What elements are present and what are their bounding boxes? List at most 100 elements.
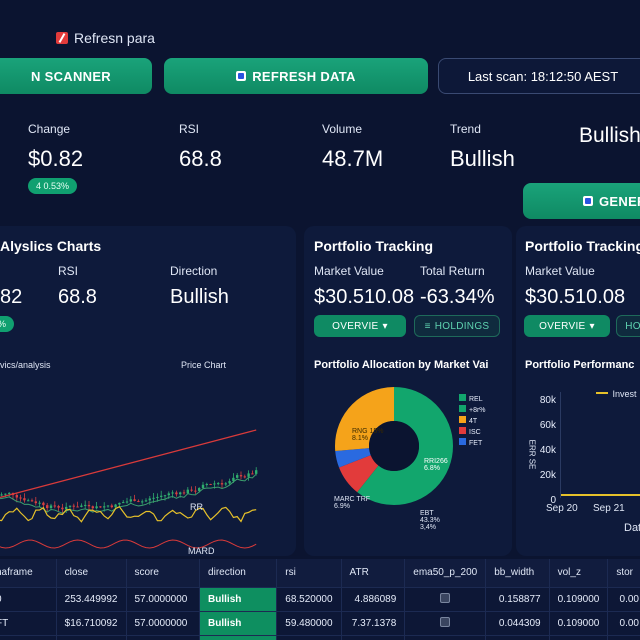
- table-cell: 57.0000000: [126, 634, 201, 640]
- candle-body: [27, 500, 30, 502]
- col-header[interactable]: stor: [607, 559, 640, 587]
- performance-line: [560, 494, 640, 496]
- table-cell: 4.886089: [341, 586, 406, 611]
- candle-body: [133, 499, 136, 501]
- analysis-rsi-label: RSI: [58, 264, 79, 278]
- candle-body: [239, 475, 243, 477]
- refresh-note[interactable]: Refresn para: [56, 30, 155, 46]
- results-table: naframe close score direction rsi ATR em…: [0, 559, 640, 640]
- refresh-note-label: Refresn para: [74, 30, 155, 46]
- table-cell: 0.109000: [549, 610, 609, 635]
- slice-label-marc: MARC TRF 6.9%: [334, 496, 371, 510]
- stat-rsi: RSI 68.8: [179, 122, 222, 172]
- total-return-label: Total Return: [420, 264, 485, 278]
- table-cell: [404, 610, 487, 635]
- candle-body: [103, 506, 106, 508]
- candle-body: [46, 505, 49, 509]
- checkbox-icon[interactable]: [440, 592, 451, 603]
- candle-body: [167, 493, 170, 496]
- change-pill: 4 0.53%: [28, 178, 78, 194]
- col-header[interactable]: close: [56, 559, 127, 587]
- table-cell: 57.0000000: [126, 610, 201, 635]
- candle-body: [4, 493, 7, 495]
- scanner-button[interactable]: N SCANNER: [0, 58, 152, 94]
- price-chart[interactable]: [0, 374, 290, 554]
- candle-body: [84, 504, 87, 506]
- candle-body: [122, 502, 125, 504]
- overview-button[interactable]: OVERVIE ▾: [314, 315, 406, 337]
- candle-body: [0, 494, 3, 496]
- stat-change-label: Change: [28, 122, 71, 136]
- table-cell: 0.109000: [549, 586, 609, 611]
- col-header[interactable]: direction: [199, 559, 278, 587]
- holdings-2-label: HOL: [625, 320, 640, 332]
- candle-body: [15, 495, 18, 498]
- analysis-direction-value: Bullish: [170, 286, 229, 308]
- last-scan-text: Last scan: 18:12:50 AEST: [467, 68, 619, 84]
- col-header[interactable]: naframe: [0, 559, 57, 587]
- y-axis: 80k 60k 40k 20k 0: [526, 388, 556, 513]
- table-cell: [0, 634, 57, 640]
- refresh-data-label: REFRESH DATA: [252, 68, 356, 84]
- price-chart-caption: Price Chart: [181, 360, 227, 370]
- slice-orange: [335, 387, 453, 505]
- allocation-donut[interactable]: [334, 386, 454, 506]
- analysis-direction-label: Direction: [170, 264, 218, 278]
- table-cell: 59.480000: [276, 634, 342, 640]
- refresh-data-button[interactable]: REFRESH DATA: [164, 58, 428, 94]
- portfolio-title: Portfolio Tracking: [314, 238, 434, 254]
- oscillator-line: [0, 505, 257, 523]
- holdings-label: HOLDINGS: [434, 320, 490, 332]
- col-header[interactable]: ema50_p_200: [404, 559, 487, 587]
- col-header[interactable]: ATR: [341, 559, 406, 587]
- candle-body: [53, 505, 56, 507]
- candle-body: [205, 483, 208, 485]
- y-tick: 20k: [539, 470, 556, 481]
- chevron-down-icon: ▾: [382, 320, 388, 332]
- donut-hole: [369, 421, 419, 471]
- performance-legend: Invest: [596, 384, 640, 399]
- y-tick: 80k: [539, 395, 556, 406]
- col-header[interactable]: score: [126, 559, 201, 587]
- candle-body: [80, 505, 83, 507]
- slice-label-orange: RNG 15% 8.1%: [352, 428, 384, 442]
- allocation-title: Portfolio Allocation by Market Vai: [314, 359, 489, 371]
- stat-change-value: $0.82: [28, 146, 84, 171]
- table-row[interactable]: FT$16.71009257.0000000Bullish59.4800007.…: [0, 610, 640, 635]
- col-header[interactable]: vol_z: [549, 559, 609, 587]
- legend-item: REL: [459, 394, 486, 405]
- rr-label: RR: [190, 502, 203, 512]
- slice-label-green: RRI266 6.8%: [424, 458, 448, 472]
- holdings-button[interactable]: ≡ HOLDINGS: [414, 315, 500, 337]
- table-row[interactable]: $10.00000257.0000000Bullish59.4800007.12…: [0, 634, 640, 640]
- table-cell: 253.449992: [56, 586, 127, 611]
- legend-item: ISC: [459, 427, 486, 438]
- table-cell: $16.710092: [56, 610, 127, 635]
- table-row[interactable]: 0253.44999257.0000000Bullish68.5200004.8…: [0, 586, 640, 611]
- legend-line: [596, 391, 608, 394]
- generate-button[interactable]: GENER: [523, 183, 640, 219]
- candle-body: [198, 488, 201, 491]
- table-cell: Bullish: [199, 610, 278, 635]
- allocation-legend: REL +8r% 4T ISC FET: [459, 394, 486, 449]
- stat-trend: Trend Bullish: [450, 122, 515, 172]
- candle-body: [125, 501, 129, 503]
- x-tick: Sep 21: [593, 503, 625, 514]
- table-cell: 0.00: [607, 586, 640, 611]
- market-value: $30.510.08: [314, 286, 415, 308]
- checkbox-icon[interactable]: [440, 616, 451, 627]
- col-header[interactable]: bb_width: [485, 559, 550, 587]
- candle-body: [201, 484, 205, 489]
- candle-body: [57, 506, 60, 508]
- holdings-icon: ≡: [424, 320, 431, 332]
- legend-item: +8r%: [459, 405, 486, 416]
- analysis-value-left: 82: [0, 286, 23, 308]
- candle-body: [175, 492, 178, 495]
- y-tick: 40k: [539, 445, 556, 456]
- holdings-button-2[interactable]: HOL: [616, 315, 640, 337]
- candle-body: [72, 505, 75, 507]
- candle-body: [141, 501, 144, 503]
- col-header[interactable]: rsi: [276, 559, 342, 587]
- overview-button-2[interactable]: OVERVIE ▾: [524, 315, 610, 337]
- candle-body: [34, 501, 37, 504]
